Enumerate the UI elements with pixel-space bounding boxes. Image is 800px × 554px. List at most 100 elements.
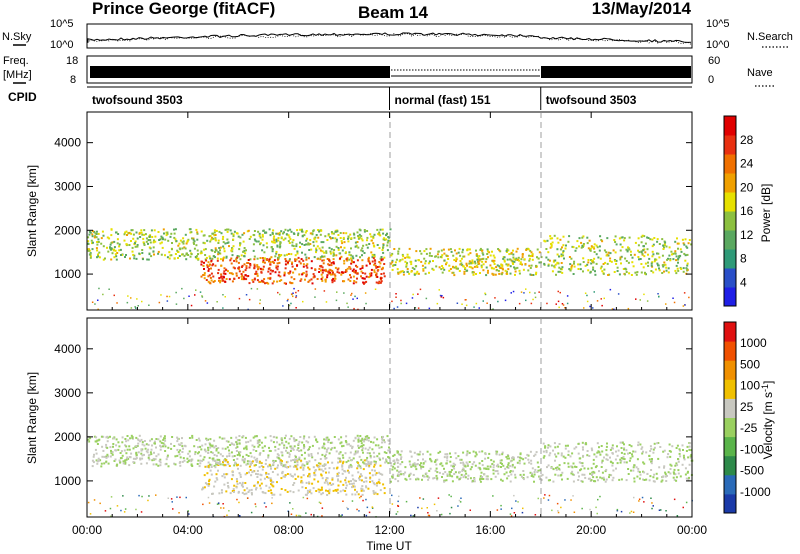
scatter-point xyxy=(347,469,349,472)
scatter-point xyxy=(441,265,444,267)
scatter-point xyxy=(351,447,354,450)
scatter-point xyxy=(354,452,357,455)
scatter-point xyxy=(562,455,565,458)
scatter-point xyxy=(228,465,231,467)
scatter-point xyxy=(432,260,434,262)
scatter-point xyxy=(317,465,320,468)
scatter-point xyxy=(363,252,366,254)
scatter-point xyxy=(492,460,495,463)
scatter-point xyxy=(445,261,448,264)
scatter-point xyxy=(140,511,143,513)
scatter-point xyxy=(379,228,382,231)
scatter-point xyxy=(249,469,252,471)
scatter-point xyxy=(571,470,574,473)
scatter-point xyxy=(472,450,475,453)
scatter-point xyxy=(689,442,692,445)
scatter-point xyxy=(454,471,457,474)
scatter-point xyxy=(298,514,300,517)
scatter-point xyxy=(133,254,136,257)
scatter-point xyxy=(633,464,636,467)
scatter-point xyxy=(348,266,351,269)
scatter-point xyxy=(273,259,276,262)
scatter-point xyxy=(362,499,364,502)
scatter-point xyxy=(506,477,509,480)
scatter-point xyxy=(283,475,286,478)
scatter-point xyxy=(468,451,471,454)
scatter-point xyxy=(601,459,604,462)
scatter-point xyxy=(97,241,100,243)
scatter-point xyxy=(375,272,378,275)
scatter-point xyxy=(359,435,362,437)
scatter-point xyxy=(646,236,649,239)
scatter-point xyxy=(499,462,502,464)
scatter-point xyxy=(510,292,512,294)
scatter-point xyxy=(605,445,608,448)
scatter-point xyxy=(346,267,349,270)
scatter-point xyxy=(468,461,471,463)
scatter-point xyxy=(214,264,217,267)
scatter-point xyxy=(544,445,547,448)
scatter-point xyxy=(611,479,614,482)
scatter-point xyxy=(243,459,246,462)
scatter-point xyxy=(446,473,449,476)
scatter-point xyxy=(391,268,394,271)
scatter-point xyxy=(356,467,359,470)
scatter-point xyxy=(247,440,250,443)
scatter-point xyxy=(455,252,458,255)
scatter-point xyxy=(441,464,444,467)
scatter-point xyxy=(381,473,384,476)
scatter-point xyxy=(389,262,392,265)
scatter-point xyxy=(274,467,277,470)
scatter-point xyxy=(290,459,293,462)
scatter-point xyxy=(686,253,689,256)
scatter-point xyxy=(559,267,562,270)
scatter-point xyxy=(305,493,308,496)
scatter-point xyxy=(619,458,622,461)
scatter-point xyxy=(599,257,602,260)
scatter-point xyxy=(269,272,272,275)
scatter-point xyxy=(266,281,268,284)
scatter-point xyxy=(181,253,184,256)
scatter-point xyxy=(500,459,503,462)
scatter-point xyxy=(359,267,362,270)
scatter-point xyxy=(598,249,601,252)
scatter-point xyxy=(310,260,313,263)
scatter-point xyxy=(199,291,202,293)
scatter-point xyxy=(236,443,239,446)
scatter-point xyxy=(497,248,500,250)
scatter-point xyxy=(394,261,397,264)
scatter-point xyxy=(625,271,628,273)
scatter-point xyxy=(686,268,689,271)
scatter-point xyxy=(503,256,506,259)
scatter-point xyxy=(427,262,430,265)
scatter-point xyxy=(675,255,678,258)
scatter-point xyxy=(168,257,171,260)
scatter-point xyxy=(275,240,278,243)
scatter-point xyxy=(465,263,468,266)
scatter-point xyxy=(557,510,559,512)
scatter-point xyxy=(547,258,550,261)
scatter-point xyxy=(155,463,158,466)
scatter-point xyxy=(307,466,310,469)
scatter-point xyxy=(150,255,153,258)
scatter-point xyxy=(373,455,376,458)
scatter-point xyxy=(683,243,686,246)
scatter-point xyxy=(97,457,100,460)
scatter-point xyxy=(487,269,489,272)
scatter-point xyxy=(230,478,233,481)
scatter-point xyxy=(590,447,593,450)
scatter-point xyxy=(262,261,265,264)
scatter-point xyxy=(182,447,184,450)
scatter-point xyxy=(101,230,104,233)
scatter-point xyxy=(424,260,427,263)
scatter-point xyxy=(656,252,658,255)
scatter-point xyxy=(207,461,210,464)
scatter-point xyxy=(534,453,537,456)
scatter-point xyxy=(446,474,449,477)
scatter-point xyxy=(558,255,560,258)
scatter-point xyxy=(308,490,311,493)
scatter-point xyxy=(559,474,562,477)
scatter-point xyxy=(148,495,150,497)
scatter-point xyxy=(614,235,617,238)
scatter-point xyxy=(500,263,503,266)
